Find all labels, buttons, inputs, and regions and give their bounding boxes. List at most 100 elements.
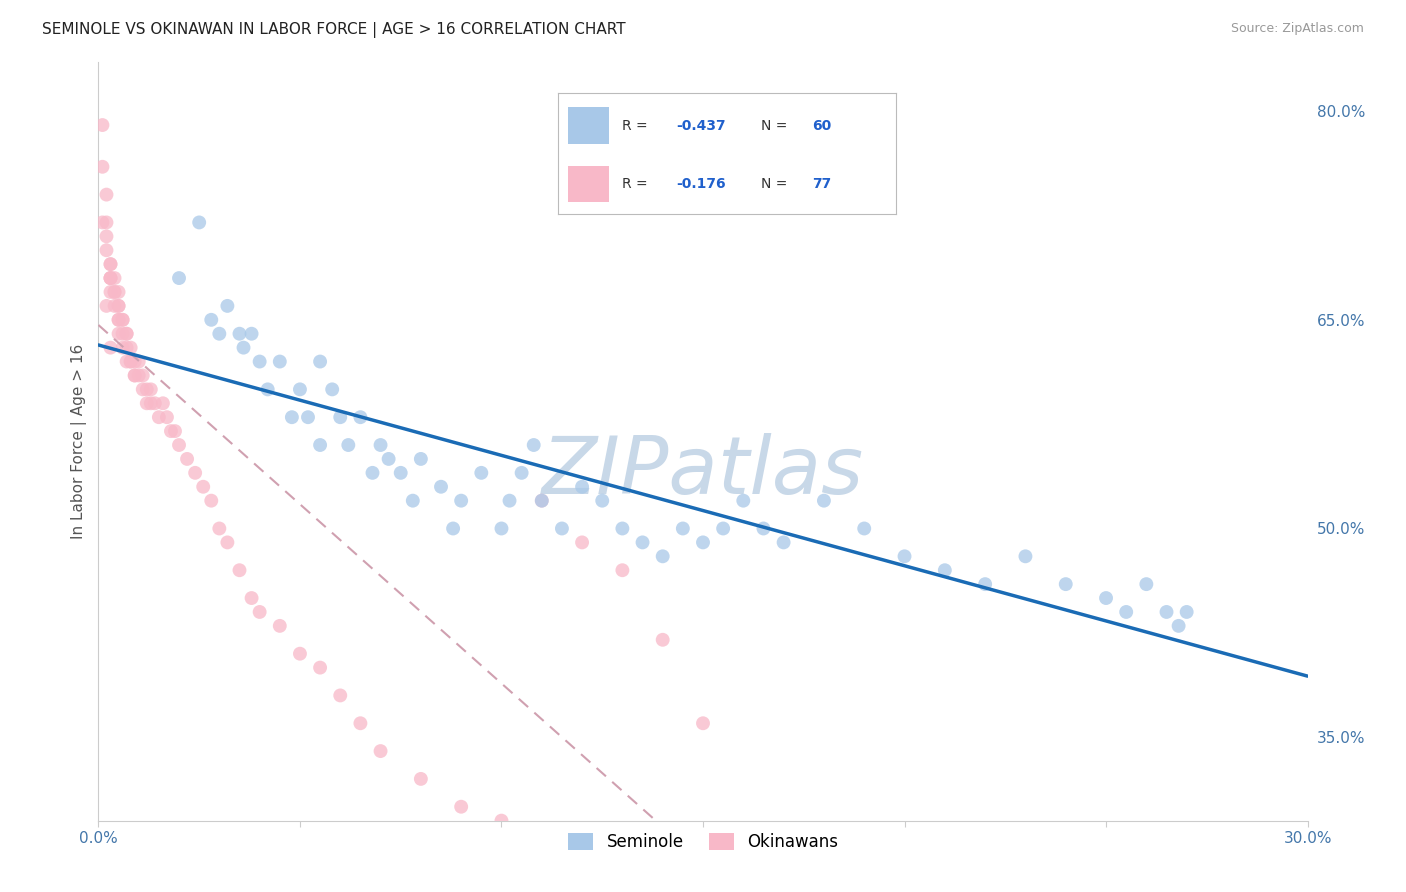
Point [135, 396, 157, 410]
Point [103, 285, 125, 299]
Point [523, 438, 546, 452]
Point [1095, 591, 1118, 605]
Point [672, 521, 695, 535]
Point [200, 493, 222, 508]
Point [591, 493, 613, 508]
Point [96, 299, 118, 313]
Point [551, 521, 574, 535]
Point [167, 271, 190, 285]
Point [124, 354, 146, 368]
Text: ZIPatlas: ZIPatlas [541, 433, 865, 511]
Point [120, 341, 142, 355]
Point [470, 466, 492, 480]
Point [115, 326, 138, 341]
Point [269, 619, 291, 633]
Point [188, 215, 211, 229]
Point [107, 313, 129, 327]
Point [752, 521, 775, 535]
Point [631, 535, 654, 549]
Point [571, 535, 593, 549]
Point [571, 480, 593, 494]
Point [103, 271, 125, 285]
Point [111, 313, 134, 327]
Point [139, 396, 162, 410]
Point [612, 521, 634, 535]
Point [167, 438, 190, 452]
Point [128, 354, 150, 368]
Point [441, 521, 464, 535]
Point [309, 660, 332, 674]
Point [217, 299, 239, 313]
Point [269, 354, 291, 368]
Point [107, 299, 129, 313]
Point [249, 354, 271, 368]
Point [100, 271, 122, 285]
Point [853, 521, 876, 535]
Point [249, 605, 271, 619]
Point [361, 466, 384, 480]
Point [176, 451, 198, 466]
Point [893, 549, 915, 564]
Point [96, 215, 118, 229]
Point [1175, 605, 1198, 619]
Point [450, 493, 472, 508]
Point [96, 187, 118, 202]
Point [510, 466, 533, 480]
Point [111, 341, 134, 355]
Text: Source: ZipAtlas.com: Source: ZipAtlas.com [1230, 22, 1364, 36]
Point [1156, 605, 1178, 619]
Point [100, 341, 122, 355]
Point [297, 410, 319, 425]
Point [208, 521, 231, 535]
Point [91, 160, 114, 174]
Point [91, 118, 114, 132]
Y-axis label: In Labor Force | Age > 16: In Labor Force | Age > 16 [72, 344, 87, 539]
Point [240, 591, 263, 605]
Point [1135, 577, 1157, 591]
Point [100, 271, 122, 285]
Point [100, 285, 122, 299]
Point [148, 410, 170, 425]
Point [321, 383, 343, 397]
Point [349, 410, 371, 425]
Point [163, 424, 186, 438]
Point [107, 326, 129, 341]
Point [111, 326, 134, 341]
Point [389, 466, 412, 480]
Point [100, 257, 122, 271]
Point [409, 772, 432, 786]
Point [288, 647, 311, 661]
Point [103, 285, 125, 299]
Point [132, 383, 155, 397]
Point [772, 535, 794, 549]
Point [156, 410, 179, 425]
Point [100, 271, 122, 285]
Point [124, 368, 146, 383]
Point [491, 814, 513, 828]
Point [329, 689, 352, 703]
Point [409, 451, 432, 466]
Point [530, 493, 553, 508]
Point [111, 313, 134, 327]
Point [377, 451, 399, 466]
Point [217, 535, 239, 549]
Point [402, 493, 425, 508]
Point [152, 396, 174, 410]
Point [96, 244, 118, 258]
Point [309, 354, 332, 368]
Point [530, 493, 553, 508]
Point [288, 383, 311, 397]
Point [1054, 577, 1077, 591]
Point [430, 480, 453, 494]
Point [200, 313, 222, 327]
Point [115, 326, 138, 341]
Point [1167, 619, 1189, 633]
Point [651, 549, 673, 564]
Point [232, 341, 254, 355]
Point [491, 521, 513, 535]
Point [974, 577, 997, 591]
Point [103, 299, 125, 313]
Point [813, 493, 835, 508]
Point [349, 716, 371, 731]
Point [692, 716, 714, 731]
